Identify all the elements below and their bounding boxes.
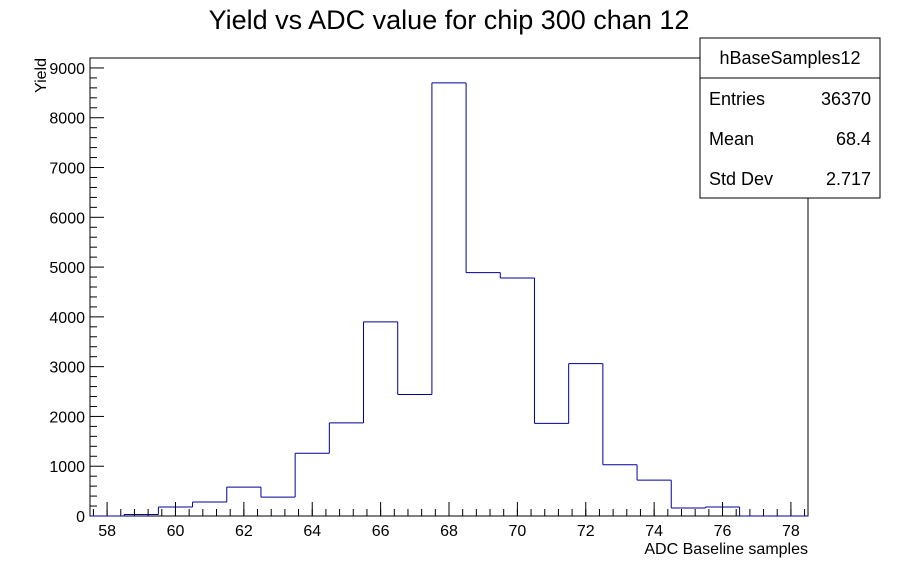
x-axis-ticks: [92, 502, 806, 516]
x-tick-label: 66: [372, 523, 390, 540]
stats-entries-value: 36370: [821, 89, 871, 109]
y-tick-label: 0: [76, 509, 85, 526]
stats-stddev-value: 2.717: [826, 169, 871, 189]
stats-box: hBaseSamples12 Entries 36370 Mean 68.4 S…: [699, 37, 881, 199]
x-tick-label: 78: [782, 523, 800, 540]
x-tick-label: 62: [235, 523, 253, 540]
stats-entries-label: Entries: [709, 89, 765, 109]
chart-title: Yield vs ADC value for chip 300 chan 12: [209, 5, 690, 35]
stats-mean-value: 68.4: [836, 129, 871, 149]
stats-box-name: hBaseSamples12: [719, 48, 860, 68]
y-tick-label: 9000: [49, 61, 85, 78]
x-tick-label: 74: [645, 523, 663, 540]
x-tick-label: 72: [577, 523, 595, 540]
x-tick-label: 60: [167, 523, 185, 540]
histogram-bins: [90, 82, 808, 517]
y-tick-label: 8000: [49, 111, 85, 128]
y-axis-title: Yield: [33, 58, 50, 93]
stats-stddev-label: Std Dev: [709, 169, 773, 189]
y-tick-label: 1000: [49, 459, 85, 476]
y-tick-label: 2000: [49, 409, 85, 426]
x-tick-label: 58: [98, 523, 116, 540]
y-tick-label: 7000: [49, 161, 85, 178]
y-axis-tick-labels: 0 1000 2000 3000 4000 5000 6000 7000 8000 9000: [49, 61, 85, 526]
y-tick-label: 5000: [49, 260, 85, 277]
x-tick-label: 64: [303, 523, 321, 540]
x-tick-label: 70: [508, 523, 526, 540]
x-axis-title: ADC Baseline samples: [644, 541, 808, 558]
x-tick-label: 68: [440, 523, 458, 540]
stats-mean-label: Mean: [709, 129, 754, 149]
x-tick-label: 76: [714, 523, 732, 540]
x-axis-tick-labels: 58 60 62 64 66 68 70 72 74 76 78: [98, 523, 800, 540]
stats-box-frame: [699, 37, 881, 199]
y-tick-label: 3000: [49, 360, 85, 377]
y-axis-ticks: [90, 57, 104, 517]
y-tick-label: 6000: [49, 210, 85, 227]
y-tick-label: 4000: [49, 310, 85, 327]
